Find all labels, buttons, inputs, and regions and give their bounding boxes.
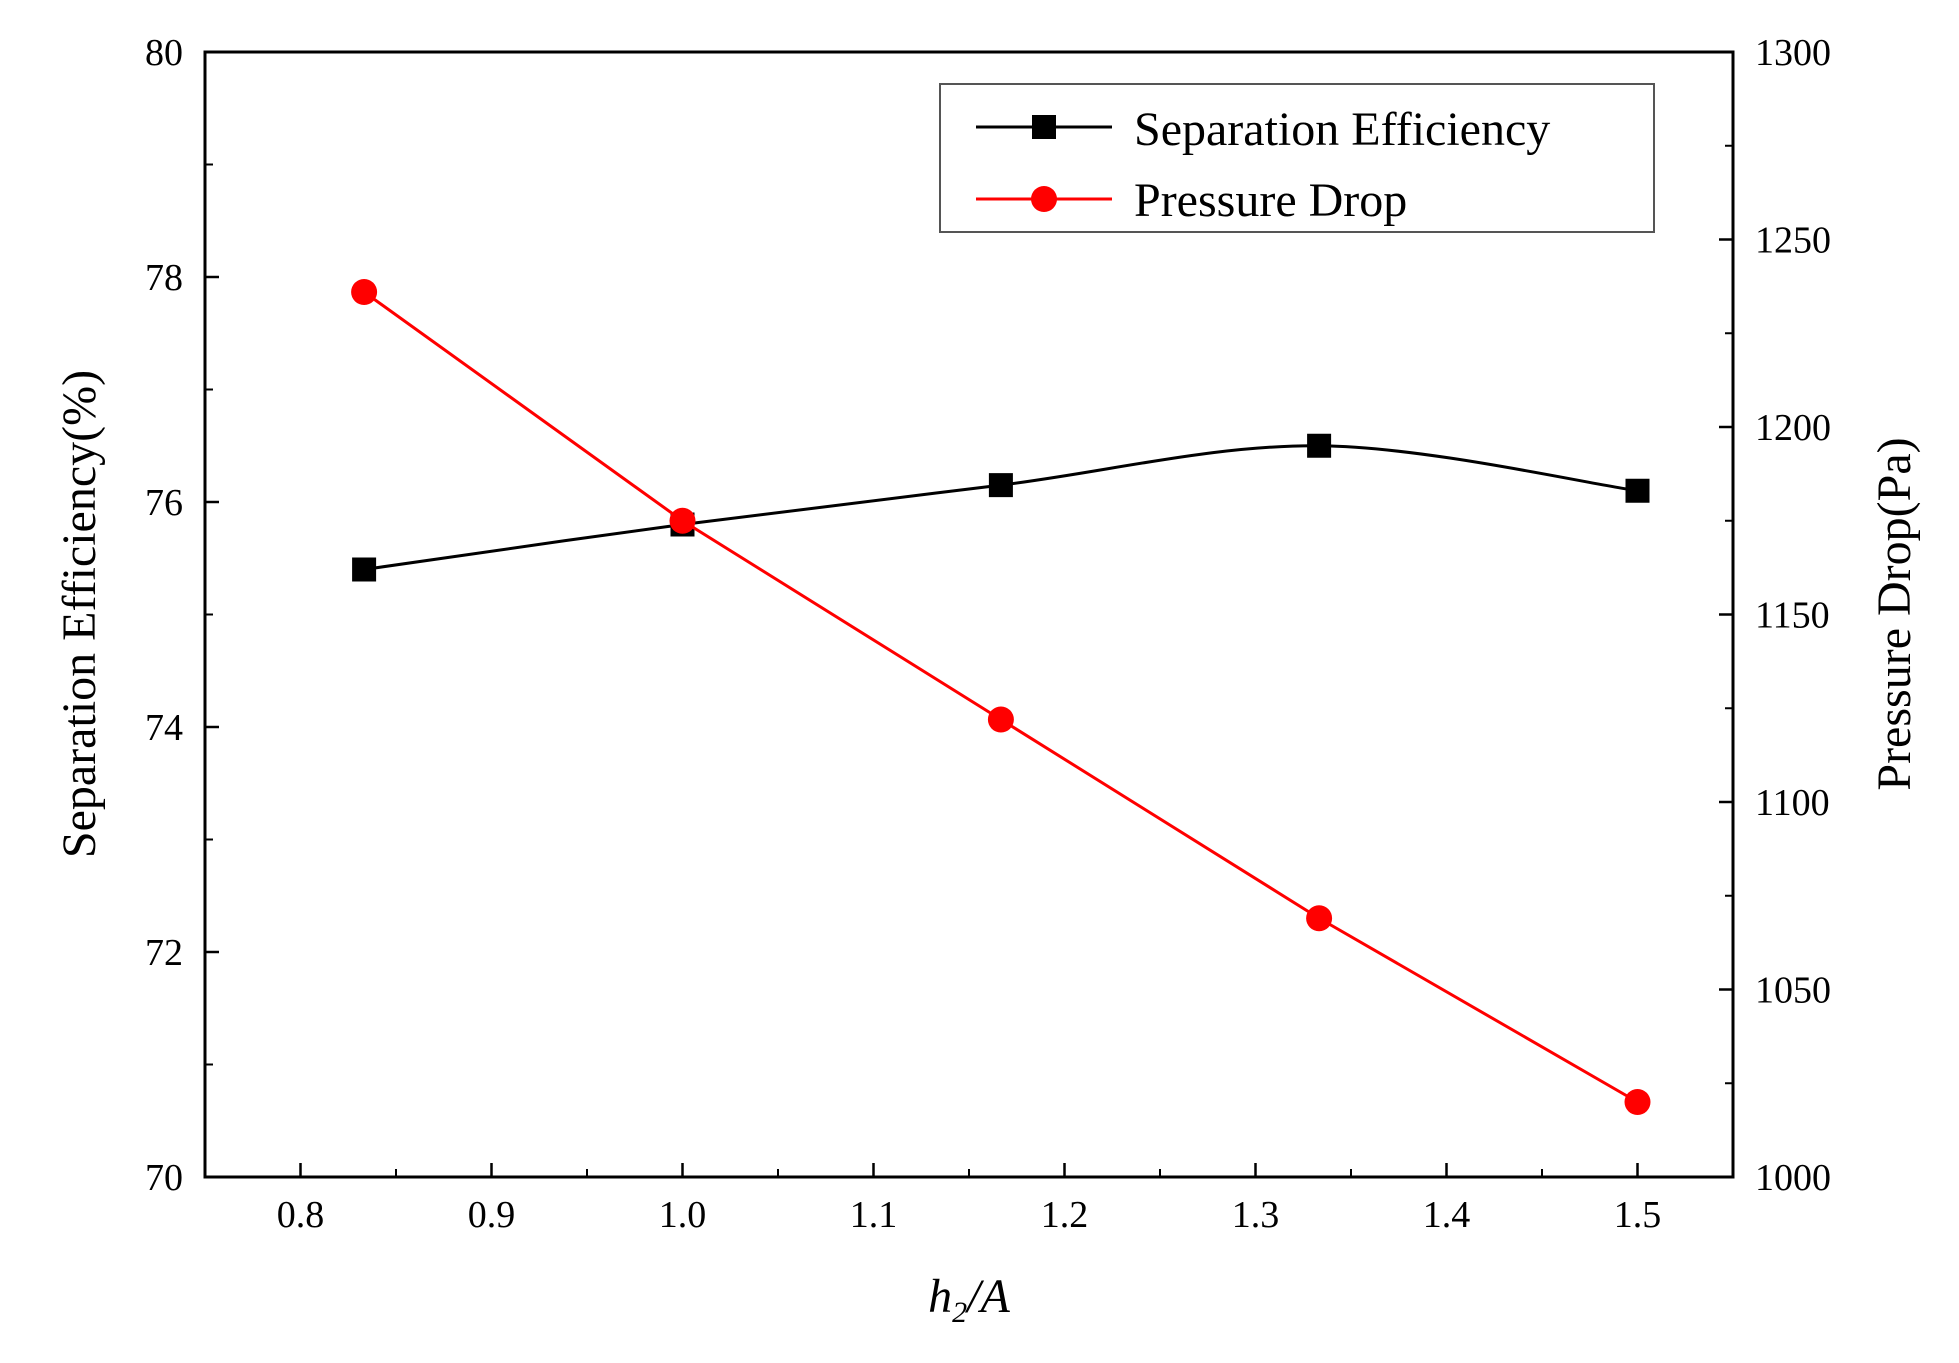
left-y-axis-title: Separation Efficiency(%) bbox=[53, 370, 106, 858]
right-y-tick-label: 1100 bbox=[1755, 782, 1830, 824]
right-y-axis: 1000 1050 1100 1150 1200 1250 1300 bbox=[1719, 32, 1831, 1199]
series-line-separation-efficiency bbox=[363, 444, 1638, 571]
left-y-tick-label: 72 bbox=[145, 932, 183, 974]
data-point-separation-efficiency bbox=[1307, 433, 1332, 458]
x-axis-title-subscript: 2 bbox=[952, 1296, 967, 1329]
right-y-tick-label: 1050 bbox=[1755, 970, 1831, 1012]
series-line-pressure-drop bbox=[363, 290, 1639, 1104]
legend-marker-separation-efficiency bbox=[1032, 115, 1056, 139]
x-tick-label: 1.4 bbox=[1423, 1194, 1471, 1236]
x-axis: 0.8 0.9 1.0 1.1 1.2 1.3 1.4 1.5 bbox=[204, 1163, 1662, 1236]
x-tick-label: 1.2 bbox=[1041, 1194, 1089, 1236]
x-tick-label: 0.9 bbox=[468, 1194, 516, 1236]
left-y-tick-label: 80 bbox=[145, 32, 183, 74]
x-tick-label: 1.5 bbox=[1614, 1194, 1662, 1236]
left-y-tick-label: 76 bbox=[145, 482, 183, 524]
right-y-tick-label: 1300 bbox=[1755, 32, 1831, 74]
series-layer bbox=[351, 279, 1651, 1115]
data-point-pressure-drop bbox=[1306, 905, 1333, 932]
left-y-tick-label: 74 bbox=[145, 707, 183, 749]
x-axis-title-main: h bbox=[928, 1270, 952, 1323]
right-y-tick-label: 1000 bbox=[1755, 1157, 1831, 1199]
data-point-separation-efficiency bbox=[988, 473, 1013, 498]
legend-marker-pressure-drop bbox=[1031, 186, 1057, 212]
right-y-tick-label: 1200 bbox=[1755, 407, 1831, 449]
legend: Separation Efficiency Pressure Drop bbox=[939, 83, 1655, 233]
left-y-axis: 70 72 74 76 78 80 bbox=[145, 32, 219, 1199]
data-point-separation-efficiency bbox=[1625, 478, 1650, 503]
x-axis-title: h2/A bbox=[928, 1270, 1010, 1329]
left-y-tick-label: 78 bbox=[145, 257, 183, 299]
legend-box bbox=[939, 83, 1655, 233]
x-tick-label: 1.3 bbox=[1232, 1194, 1280, 1236]
x-axis-title-rest: /A bbox=[964, 1270, 1010, 1323]
legend-label-separation-efficiency: Separation Efficiency bbox=[1134, 103, 1550, 156]
data-point-pressure-drop bbox=[351, 279, 378, 305]
left-y-tick-label: 70 bbox=[145, 1157, 183, 1199]
data-point-separation-efficiency bbox=[352, 557, 377, 582]
right-y-axis-title: Pressure Drop(Pa) bbox=[1868, 437, 1921, 790]
x-tick-label: 0.8 bbox=[277, 1194, 325, 1236]
data-point-pressure-drop bbox=[669, 507, 696, 534]
data-point-pressure-drop bbox=[1624, 1089, 1651, 1115]
legend-label-pressure-drop: Pressure Drop bbox=[1134, 174, 1407, 227]
x-tick-label: 1.0 bbox=[659, 1194, 707, 1236]
x-tick-label: 1.1 bbox=[850, 1194, 898, 1236]
right-y-tick-label: 1250 bbox=[1755, 220, 1831, 262]
right-y-tick-label: 1150 bbox=[1755, 595, 1830, 637]
data-point-pressure-drop bbox=[987, 706, 1014, 733]
